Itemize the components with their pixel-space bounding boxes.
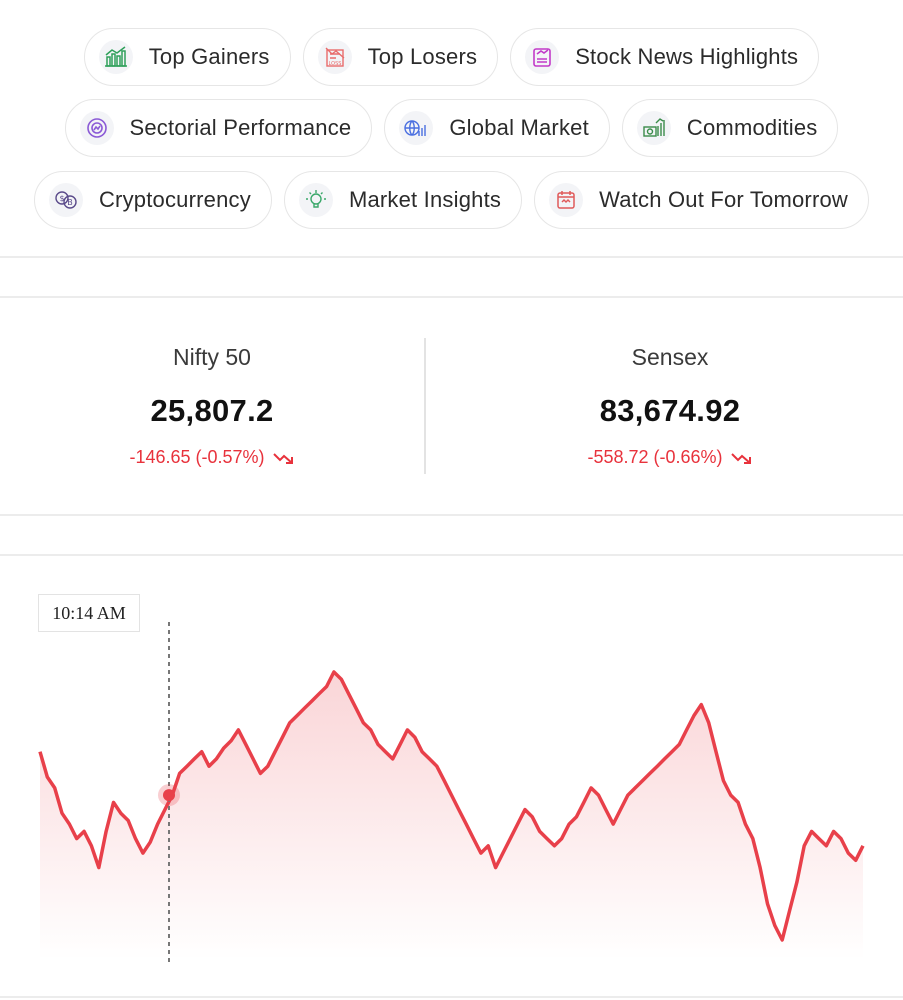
chart-area-fill [40, 672, 863, 960]
chip-sectorial-performance[interactable]: Sectorial Performance [64, 99, 373, 157]
chip-label: Sectorial Performance [129, 115, 352, 140]
chip-top-gainers[interactable]: Top Gainers [83, 28, 291, 86]
chip-global-market[interactable]: Global Market [384, 99, 610, 157]
commodities-icon [636, 111, 671, 145]
index-change: -558.72 (-0.66%) [456, 447, 884, 468]
crypto-icon: $ B [48, 183, 83, 217]
chip-stock-news[interactable]: Stock News Highlights [510, 28, 820, 86]
chart-series-line [38, 670, 865, 942]
divider [0, 296, 903, 298]
chip-label: Top Gainers [148, 44, 270, 69]
chip-cryptocurrency[interactable]: $ B Cryptocurrency [33, 171, 272, 229]
chip-label: Commodities [686, 115, 818, 140]
crosshair-point [163, 789, 175, 802]
divider [0, 514, 903, 516]
divider [0, 996, 903, 998]
chip-label: Top Losers [367, 44, 478, 69]
index-card-sensex[interactable]: Sensex 83,674.92 -558.72 (-0.66%) [456, 338, 884, 468]
trend-down-icon [730, 452, 751, 464]
index-value: 25,807.2 [150, 393, 274, 428]
news-icon [525, 40, 560, 74]
index-change-text: -146.65 (-0.57%) [129, 447, 265, 467]
index-name: Sensex [631, 344, 709, 370]
calendar-icon [549, 183, 584, 217]
svg-text:$: $ [59, 194, 64, 203]
chip-label: Stock News Highlights [575, 44, 799, 69]
chip-watch-out-tomorrow[interactable]: Watch Out For Tomorrow [534, 171, 870, 229]
chip-label: Cryptocurrency [98, 187, 251, 212]
svg-text:LOSS: LOSS [328, 61, 341, 67]
chart-tooltip-time: 10:14 AM [38, 594, 140, 632]
index-name: Nifty 50 [173, 344, 251, 370]
index-card-nifty[interactable]: Nifty 50 25,807.2 -146.65 (-0.57%) [0, 338, 424, 468]
chip-label: Watch Out For Tomorrow [599, 187, 849, 212]
chip-row-1: Top Gainers LOSS Top Losers Stock News H… [0, 28, 903, 86]
chip-label: Market Insights [348, 187, 502, 212]
index-value: 83,674.92 [599, 393, 741, 428]
chip-top-losers[interactable]: LOSS Top Losers [302, 28, 499, 86]
chip-row-3: $ B Cryptocurrency Market Insights Watch … [0, 171, 903, 229]
insights-icon [298, 183, 333, 217]
index-change: -146.65 (-0.57%) [0, 447, 424, 468]
top-gainers-icon [98, 40, 133, 74]
index-divider [424, 338, 426, 474]
global-market-icon [399, 111, 434, 145]
chip-commodities[interactable]: Commodities [621, 99, 839, 157]
sector-icon [79, 111, 114, 145]
chip-market-insights[interactable]: Market Insights [283, 171, 523, 229]
divider [0, 256, 903, 258]
trend-down-icon [272, 452, 293, 464]
divider [0, 554, 903, 556]
top-losers-icon: LOSS [317, 40, 352, 74]
chip-row-2: Sectorial Performance Global Market Comm… [0, 99, 903, 157]
index-change-text: -558.72 (-0.66%) [587, 447, 723, 467]
svg-text:B: B [67, 198, 73, 207]
chip-label: Global Market [449, 115, 589, 140]
